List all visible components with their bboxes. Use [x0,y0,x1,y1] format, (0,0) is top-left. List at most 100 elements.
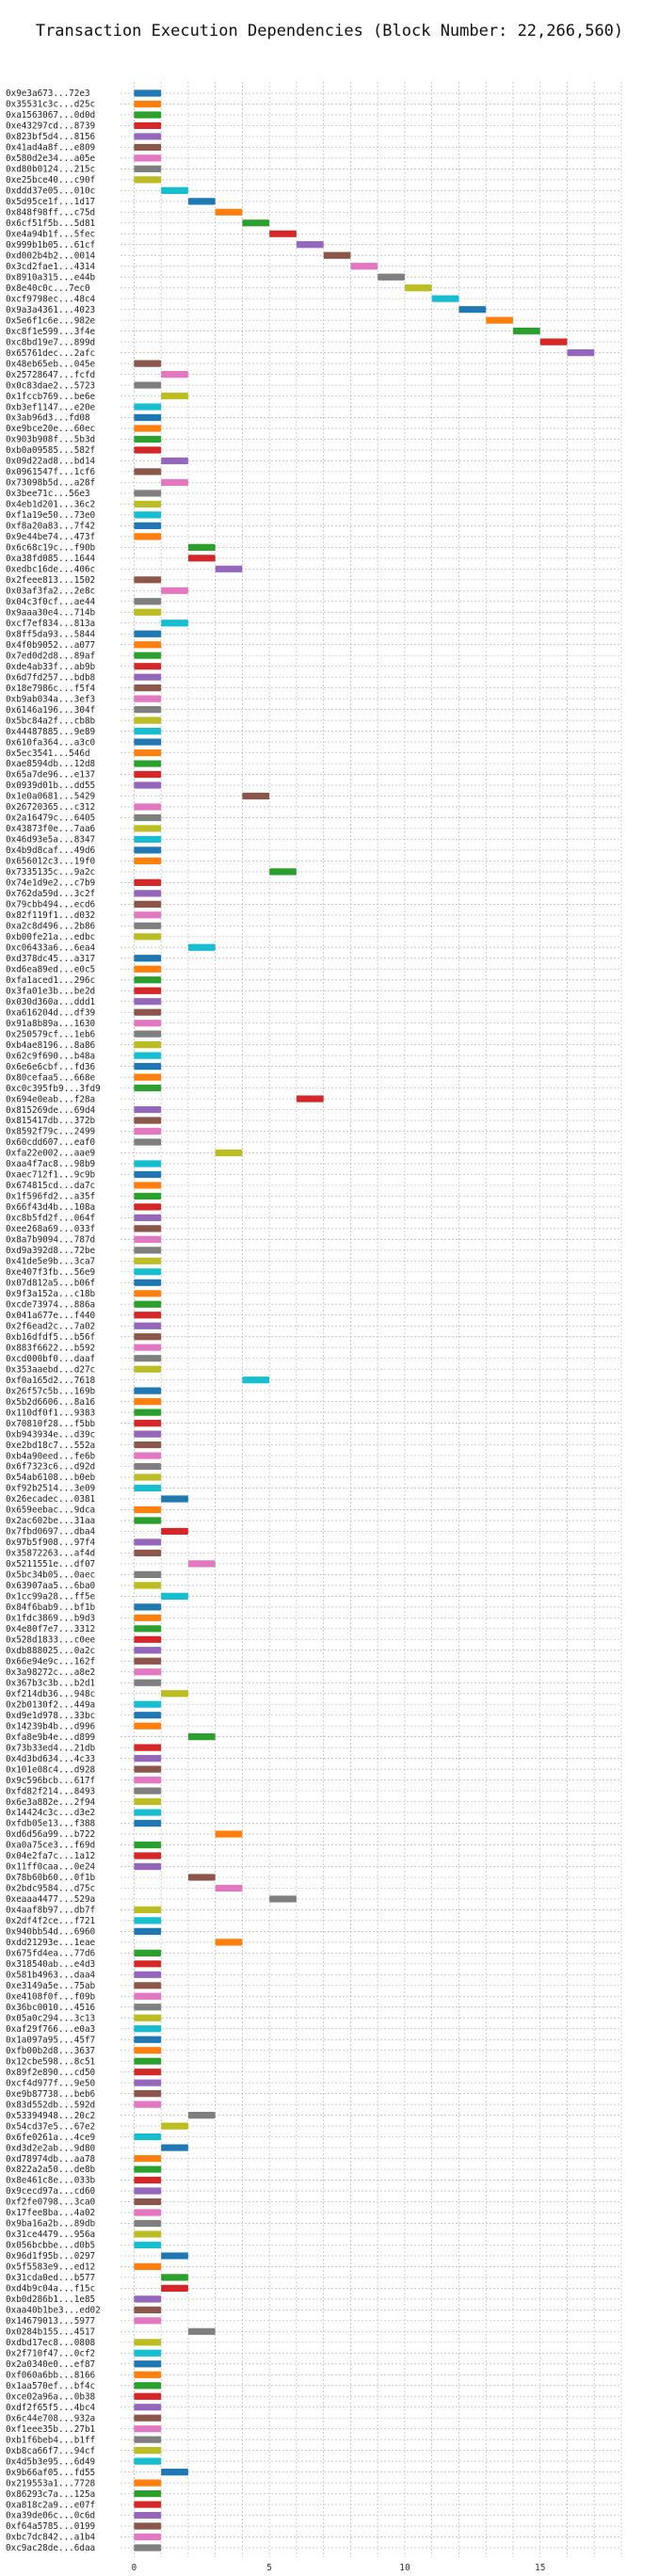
transaction-bar [134,2544,162,2552]
transaction-label: 0xe25bce40...c90f [6,175,95,185]
transaction-bar [134,1538,162,1546]
transaction-bar [134,2371,162,2378]
transaction-bar [134,511,162,519]
transaction-bar [134,1290,162,1297]
transaction-label: 0x0961547f...1cf6 [6,467,95,477]
transaction-label: 0xdbd17ec8...0808 [6,2338,95,2348]
transaction-label: 0x54cd37e5...67e2 [6,2121,95,2132]
transaction-label: 0x903b908f...5b3d [6,435,95,445]
transaction-label: 0x7ed0d2d8...89af [6,651,95,661]
transaction-label: 0x2ac602be...31aa [6,1516,95,1526]
transaction-label: 0xa616204d...df39 [6,1007,95,1018]
transaction-label: 0x18e7986c...f5f4 [6,684,96,694]
transaction-label: 0x367b3c3b...b2d1 [6,1678,95,1688]
transaction-label: 0xcd000bf0...daaf [6,1354,95,1364]
transaction-bar [134,1635,162,1643]
transaction-bar [161,2252,188,2260]
transaction-bar [350,263,378,270]
transaction-bar [134,1214,162,1221]
transaction-bar [134,1279,162,1286]
transaction-label: 0x610fa364...a3c0 [6,737,95,748]
transaction-bar [134,1084,162,1092]
transaction-bar [134,176,162,184]
transaction-label: 0x675fd4ea...77d6 [6,1949,95,1959]
transaction-label: 0xaa40b1be3...ed02 [6,2306,101,2316]
transaction-label: 0x17fee8ba...4a02 [6,2208,95,2218]
transaction-label: 0x9a3a4361...4023 [6,305,95,315]
transaction-label: 0xe43297cd...8739 [6,121,95,132]
transaction-label: 0x6c68c19c...f90b [6,543,96,554]
transaction-label: 0xb4ae8196...8a86 [6,1040,95,1051]
transaction-label: 0x9b66af05...fd55 [6,2468,95,2478]
transaction-label: 0x3bee71c...56e3 [6,489,90,499]
transaction-label: 0x1e0a0681...5429 [6,792,95,802]
transaction-label: 0xdb888025...0a2c [6,1646,95,1656]
transaction-label: 0xf1eee35b...27b1 [6,2424,95,2435]
transaction-bar [134,1484,162,1492]
transaction-label: 0x5bc34b05...0aec [6,1570,95,1581]
transaction-label: 0x5d95ce1f...1d17 [6,197,95,207]
transaction-bar [134,716,162,724]
transaction-bar [215,1830,243,1838]
transaction-bar [134,1787,162,1795]
transaction-bar [134,89,162,97]
transaction-label: 0x35872263...af4d [6,1549,95,1559]
transaction-label: 0xfd82f214...8493 [6,1786,95,1796]
transaction-bar [134,133,162,140]
transaction-label: 0x5211551e...df07 [6,1559,95,1570]
transaction-bar [187,1874,216,1881]
transaction-bar [134,2414,162,2422]
transaction-bar [134,2101,162,2108]
transaction-bar [134,2219,162,2228]
transaction-bar [134,2198,162,2206]
transaction-label: 0xe2bd18c7...552a [6,1441,95,1451]
transaction-label: 0x41de5e9b...3ca7 [6,1257,95,1267]
transaction-bar [134,2133,162,2141]
transaction-label: 0x82f119f1...d032 [6,910,95,921]
transaction-bar [134,1647,162,1654]
transaction-bar [134,1862,162,1871]
transaction-bar [134,2479,162,2487]
transaction-bar [134,2069,162,2076]
transaction-bar [134,1452,162,1459]
transaction-label: 0xd78974db...aa78 [6,2154,95,2165]
transaction-label: 0x8a7b9094...787d [6,1235,95,1246]
transaction-label: 0x1fdc3869...b9d3 [6,1614,95,1624]
transaction-bar [134,1917,162,1924]
transaction-bar [242,219,270,227]
transaction-bar [134,835,162,844]
transaction-label: 0x1fccb769...be6e [6,392,96,402]
transaction-label: 0xf060a6bb...8166 [6,2370,95,2380]
transaction-label: 0x11ff0caa...0e24 [6,1862,96,1873]
transaction-label: 0x1aa570ef...bf4c [6,2381,95,2391]
transaction-label: 0x41ad4a8f...e809 [6,143,95,153]
transaction-label: 0xf214db36...948c [6,1689,95,1699]
transaction-label: 0x86293c7a...125a [6,2489,95,2500]
transaction-bar [161,2469,188,2476]
transaction-bar [134,1117,162,1124]
transaction-label: 0xe407f3fb...56e9 [6,1267,95,1278]
transaction-bar [134,1030,162,1038]
transaction-bar [134,1257,162,1264]
transaction-label: 0xc8bd19e7...899d [6,337,95,347]
transaction-bar [458,306,487,314]
transaction-labels: 0x9e3a673...72e30x35531c3c...d25c0xa1563… [6,89,101,2553]
transaction-label: 0xc8b5fd2f...064f [6,1214,95,1224]
transaction-label: 0xa1563067...0d0d [6,110,95,121]
transaction-label: 0x822a2a50...de8b [6,2165,96,2175]
transaction-bar [134,1138,162,1146]
transaction-bar [134,933,162,941]
transaction-bar [134,1625,162,1633]
transaction-bar [134,955,162,962]
transaction-label: 0x1cc99a28...ff5e [6,1592,96,1602]
transaction-label: 0x9e3a673...72e3 [6,89,90,99]
transaction-label: 0x36bc0010...4516 [6,2003,95,2013]
transaction-bar [134,2047,162,2054]
transaction-label: 0x83d552db...592d [6,2100,95,2110]
transaction-label: 0x9aaa30e4...714b [6,607,96,618]
transaction-bar [134,1312,162,1319]
transaction-bar [134,1344,162,1351]
transaction-label: 0xa39de06c...0c6d [6,2511,95,2521]
transaction-bar [134,1982,162,1989]
transaction-label: 0xe3149a5e...75ab [6,1981,96,1991]
